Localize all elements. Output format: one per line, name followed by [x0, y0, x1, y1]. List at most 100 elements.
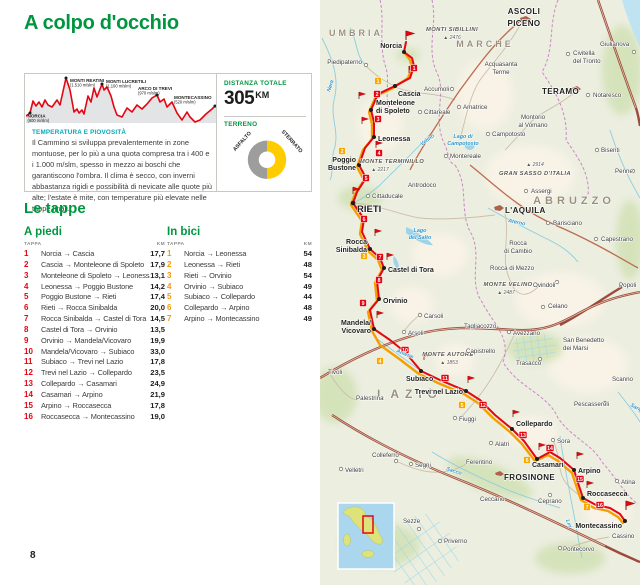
- walking-stages-table: A piedi TAPPA KM 1 Norcia → Cascia 17,7 2 C…: [24, 226, 165, 423]
- climate-section: TEMPERATURA E PIOVOSITÀ Il Cammino si sv…: [32, 129, 212, 215]
- route-map: 1 2 3 4 5 6 7 1 2 3 4 5 6 7 8 9 10 11 12…: [320, 0, 640, 585]
- stage-number: 13: [24, 379, 33, 389]
- elevation-profile-chart: NORCIA (600 m/slm) MONTI REATINI (1.510 …: [26, 76, 216, 123]
- stage-km: 17,9: [150, 259, 165, 269]
- stage-km: 17,8: [150, 400, 165, 410]
- stage-km: 49: [303, 281, 312, 291]
- stage-km: 54: [303, 249, 312, 258]
- table-row: 5 Subiaco → Collepardo 44: [167, 292, 312, 303]
- walking-table-title: A piedi: [24, 226, 62, 238]
- cycling-table-header: TAPPA KM: [167, 242, 312, 247]
- distance-value: 305KM: [224, 88, 306, 117]
- stage-number: 7: [24, 314, 29, 324]
- col-km: KM: [156, 242, 165, 247]
- stage-route: Monteleone di Spoleto → Leonessa: [41, 270, 151, 280]
- stage-number: 9: [24, 335, 29, 345]
- stage-route: Roccasecca → Montecassino: [41, 411, 135, 421]
- stage-route: Rieti → Orvinio: [184, 270, 232, 280]
- page-title: A colpo d'occhio: [24, 12, 179, 34]
- distance-number: 305: [224, 88, 255, 109]
- table-row: 3 Monteleone di Spoleto → Leonessa 13,1: [24, 271, 165, 282]
- profile-label: MONTI REATINI: [70, 78, 104, 83]
- table-row: 14 Casamari → Arpino 21,9: [24, 390, 165, 401]
- stage-number: 7: [167, 314, 172, 324]
- city-area-blobs: [494, 16, 581, 476]
- stage-km: 17,7: [150, 249, 165, 258]
- stage-number: 4: [24, 281, 29, 291]
- stage-number: 6: [167, 303, 172, 313]
- walking-table-header: TAPPA KM: [24, 242, 165, 247]
- profile-label: MONTI LUCRETILI: [106, 79, 146, 84]
- cycling-table-title: In bici: [167, 226, 201, 238]
- stage-number: 3: [24, 270, 29, 280]
- table-row: 4 Leonessa → Poggio Bustone 14,2: [24, 282, 165, 293]
- stage-number: 5: [167, 292, 172, 302]
- table-row: 1 Norcia → Leonessa 54: [167, 249, 312, 260]
- stage-route: Mandela/Vicovaro → Subiaco: [41, 346, 135, 356]
- table-row: 6 Rieti → Rocca Sinibalda 20,0: [24, 303, 165, 314]
- town-dots: [338, 49, 637, 551]
- profile-label: ARCO DI TREVI: [138, 86, 172, 91]
- distance-label: DISTANZA TOTALE: [224, 80, 287, 87]
- table-row: 11 Subiaco → Trevi nel Lazio 17,8: [24, 357, 165, 368]
- table-row: 9 Orvinio → Mandela/Vicovaro 19,9: [24, 336, 165, 347]
- stage-route: Norcia → Cascia: [41, 249, 95, 258]
- stage-route: Rieti → Rocca Sinibalda: [41, 303, 118, 313]
- stage-number: 4: [167, 281, 172, 291]
- stage-route: Leonessa → Poggio Bustone: [41, 281, 133, 291]
- stage-number: 1: [24, 249, 29, 258]
- table-row: 1 Norcia → Cascia 17,7: [24, 249, 165, 260]
- col-stage: TAPPA: [24, 242, 42, 247]
- table-row: 4 Orvinio → Subiaco 49: [167, 282, 312, 293]
- stage-route: Poggio Bustone → Rieti: [41, 292, 117, 302]
- stage-km: 20,0: [150, 303, 165, 313]
- stage-km: 33,0: [150, 346, 165, 356]
- elevation-line: [26, 77, 216, 123]
- stage-route: Subiaco → Collepardo: [184, 292, 255, 302]
- stage-km: 48: [303, 259, 312, 269]
- table-row: 7 Rocca Sinibalda → Castel di Tora 14,5: [24, 314, 165, 325]
- elevation-peak-dots: [28, 76, 216, 115]
- stage-number: 2: [167, 259, 172, 269]
- stage-km: 13,1: [150, 270, 165, 280]
- stage-route: Casamari → Arpino: [41, 389, 103, 399]
- stage-km: 49: [303, 314, 312, 324]
- col-km: KM: [303, 242, 312, 247]
- stage-number: 5: [24, 292, 29, 302]
- table-row: 5 Poggio Bustone → Rieti 17,4: [24, 292, 165, 303]
- table-row: 12 Trevi nel Lazio → Collepardo 23,5: [24, 368, 165, 379]
- profile-elev: (520 m/slm): [174, 100, 196, 105]
- stage-route: Subiaco → Trevi nel Lazio: [41, 357, 124, 367]
- stage-number: 1: [167, 249, 172, 258]
- donut-slice-asfalto: [247, 140, 267, 179]
- stage-route: Arpino → Montecassino: [184, 314, 260, 324]
- stage-km: 13,5: [150, 324, 165, 334]
- terrain-label: TERRENO: [224, 121, 258, 128]
- table-row: 2 Cascia → Monteleone di Spoleto 17,9: [24, 260, 165, 271]
- distance-section: DISTANZA TOTALE 305KM: [224, 80, 306, 117]
- stage-km: 19,0: [150, 411, 165, 421]
- stage-route: Collepardo → Arpino: [184, 303, 250, 313]
- climate-body: Il Cammino si sviluppa prevalentemente i…: [32, 138, 212, 213]
- italy-inset-map: [337, 502, 395, 570]
- table-row: 10 Mandela/Vicovaro → Subiaco 33,0: [24, 347, 165, 358]
- page-number: 8: [30, 550, 36, 561]
- stage-number: 16: [24, 411, 33, 421]
- profile-elev: (1.510 m/slm): [70, 83, 96, 88]
- table-row: 15 Arpino → Roccasecca 17,8: [24, 401, 165, 412]
- stage-number: 11: [24, 357, 33, 367]
- stage-route: Orvinio → Mandela/Vicovaro: [41, 335, 132, 345]
- region-boundaries-layer: [379, 0, 639, 505]
- stage-route: Leonessa → Rieti: [184, 259, 240, 269]
- left-page: A colpo d'occhio NORCIA (600 m/slm) MONT…: [24, 12, 312, 561]
- stage-route: Trevi nel Lazio → Collepardo: [41, 368, 132, 378]
- stage-number: 6: [24, 303, 29, 313]
- stage-km: 14,2: [150, 281, 165, 291]
- donut-slice-sterrato: [267, 140, 287, 179]
- stage-route: Arpino → Roccasecca: [41, 400, 112, 410]
- table-row: 16 Roccasecca → Montecassino 19,0: [24, 412, 165, 423]
- stage-number: 2: [24, 259, 29, 269]
- profile-elev: (1.100 m/slm): [106, 84, 132, 89]
- inset-highlight-rect: [362, 515, 374, 534]
- climate-heading: TEMPERATURA E PIOVOSITÀ: [32, 129, 127, 136]
